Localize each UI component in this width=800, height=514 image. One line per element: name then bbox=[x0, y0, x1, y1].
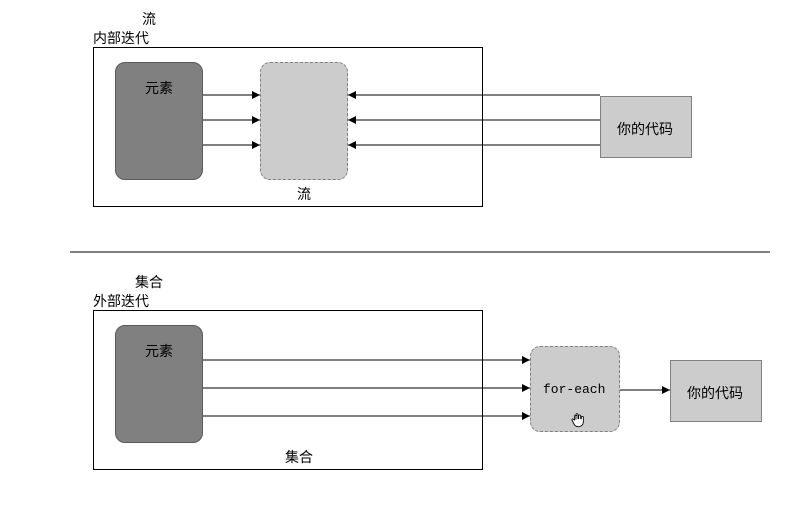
top-subtitle: 内部迭代 bbox=[93, 28, 149, 48]
bottom-title: 集合 bbox=[135, 272, 163, 292]
diagram-canvas: 流 内部迭代 元素 流 你的代码 集合 外部迭代 元素 for-each 你的代… bbox=[0, 0, 800, 514]
top-code-label: 你的代码 bbox=[617, 119, 673, 139]
bottom-subtitle: 外部迭代 bbox=[93, 291, 149, 311]
top-title: 流 bbox=[142, 9, 156, 29]
bottom-collection-label: 集合 bbox=[285, 447, 313, 467]
bottom-code-label: 你的代码 bbox=[687, 383, 743, 403]
top-element-label: 元素 bbox=[145, 78, 173, 98]
top-stream-label: 流 bbox=[297, 184, 311, 204]
bottom-element-label: 元素 bbox=[145, 341, 173, 361]
top-stream-box bbox=[260, 62, 348, 180]
bottom-foreach-label: for-each bbox=[543, 382, 605, 397]
